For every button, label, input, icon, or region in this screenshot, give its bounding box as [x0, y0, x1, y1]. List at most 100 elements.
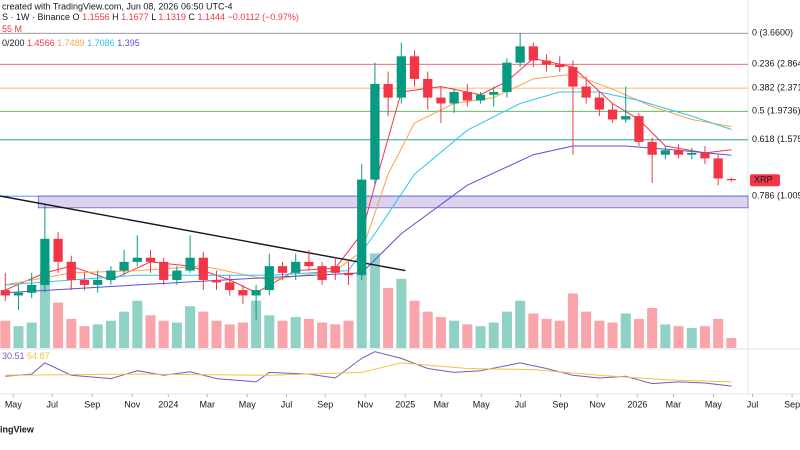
volume-value: 55 M: [2, 24, 22, 34]
candle-body: [370, 83, 380, 180]
ohlc-key: L: [151, 12, 156, 22]
volume-bar: [277, 320, 288, 348]
volume-bar: [541, 318, 552, 348]
candle-body: [238, 290, 248, 296]
candle-body: [53, 238, 63, 262]
fib-label: 0 (3.6600): [752, 28, 793, 38]
ma-value: 1.395: [117, 38, 140, 48]
volume-bar: [224, 324, 235, 348]
header-row: S · 1W · Binance O 1.1556 H 1.1677 L 1.1…: [2, 12, 299, 22]
x-tick-label: Sep: [84, 399, 100, 409]
x-tick-label: 2025: [395, 399, 415, 409]
x-tick-label: May: [239, 399, 257, 409]
chart-title: created with TradingView.com, Jun 08, 20…: [2, 1, 232, 11]
volume-bar: [620, 313, 631, 348]
x-tick-label: Jul: [515, 399, 527, 409]
volume-bar: [554, 320, 565, 348]
candle-body: [251, 290, 261, 296]
volume-bar: [317, 322, 328, 348]
volume-bar: [39, 271, 50, 348]
ma-value: 1.7489: [57, 38, 85, 48]
volume-bar: [158, 320, 169, 348]
candle-body: [726, 178, 736, 181]
rsi-value: 30.51: [2, 351, 25, 361]
ma-header: 0/200: [2, 38, 25, 48]
fib-label: 0.236 (2.8640): [752, 59, 800, 69]
candle-body: [568, 67, 578, 87]
volume-bar: [290, 317, 301, 348]
price-tag-label: XRP: [754, 175, 773, 185]
candle-body: [93, 279, 103, 285]
candle-body: [713, 158, 723, 179]
volume-bar: [713, 318, 724, 348]
candle-body: [621, 116, 631, 120]
volume-bar: [607, 322, 618, 348]
candle-body: [304, 261, 314, 267]
ohlc-key: O: [73, 12, 80, 22]
candle-body: [475, 94, 486, 101]
ohlc-key: C: [188, 12, 195, 22]
x-tick-label: Jul: [281, 399, 293, 409]
volume-bar: [79, 326, 90, 348]
volume-bar: [594, 320, 605, 348]
volume-bar: [343, 320, 354, 348]
candle-body: [27, 284, 37, 293]
candle-body: [225, 282, 235, 291]
ma-value: 1.7086: [87, 38, 115, 48]
volume-bar: [488, 322, 499, 348]
volume-bar: [92, 324, 103, 348]
x-tick-label: Nov: [124, 399, 141, 409]
header-row: 30.51 54.87: [2, 351, 50, 361]
candle-body: [264, 266, 274, 291]
candle-body: [687, 152, 697, 155]
candle-body: [66, 261, 76, 280]
candle-body: [145, 257, 156, 262]
moving-average: [5, 145, 732, 294]
candle-body: [462, 91, 472, 101]
ohlc-value: 1.1444: [197, 12, 225, 22]
rsi-line: [5, 351, 732, 387]
volume-bar: [435, 317, 446, 348]
candle-body: [700, 152, 710, 159]
candle-body: [660, 150, 670, 155]
candle-body: [383, 83, 393, 98]
rsi-ma-value: 54.87: [27, 351, 50, 361]
candle-body: [396, 56, 406, 98]
volume-bar: [567, 293, 578, 348]
x-tick-label: 2026: [627, 399, 647, 409]
volume-bar: [105, 320, 116, 348]
candle-body: [541, 60, 552, 65]
ohlc-value: 1.1319: [158, 12, 186, 22]
candle-body: [291, 261, 301, 273]
candle-body: [343, 272, 354, 276]
x-tick-label: Jul: [47, 399, 59, 409]
volume-bar: [660, 324, 671, 348]
fib-label: 0.618 (1.5756): [752, 134, 800, 144]
volume-bar: [726, 338, 737, 348]
volume-bar: [501, 311, 512, 348]
candle-body: [40, 238, 50, 285]
volume-bar: [449, 320, 460, 348]
fib-label: 0.786 (1.0090): [752, 191, 800, 201]
volume-bar: [171, 322, 182, 348]
volume-bar: [515, 300, 526, 348]
candle-body: [581, 86, 591, 98]
candle-body: [423, 78, 433, 98]
volume-bar: [422, 311, 433, 348]
candle-body: [0, 290, 10, 296]
volume-bar: [198, 311, 209, 348]
volume-bar: [647, 308, 658, 348]
candle-body: [317, 266, 327, 280]
volume-bar: [251, 300, 262, 348]
candle-body: [647, 141, 657, 155]
x-tick-label: Mar: [200, 399, 216, 409]
volume-bar: [211, 320, 222, 348]
x-tick-label: Nov: [589, 399, 606, 409]
header-row: 0/200 1.4566 1.7489 1.7086 1.395: [2, 38, 140, 48]
candle-body: [594, 97, 604, 110]
x-tick-label: May: [705, 399, 723, 409]
rsi-ma-line: [5, 362, 732, 383]
candle-body: [607, 109, 618, 120]
